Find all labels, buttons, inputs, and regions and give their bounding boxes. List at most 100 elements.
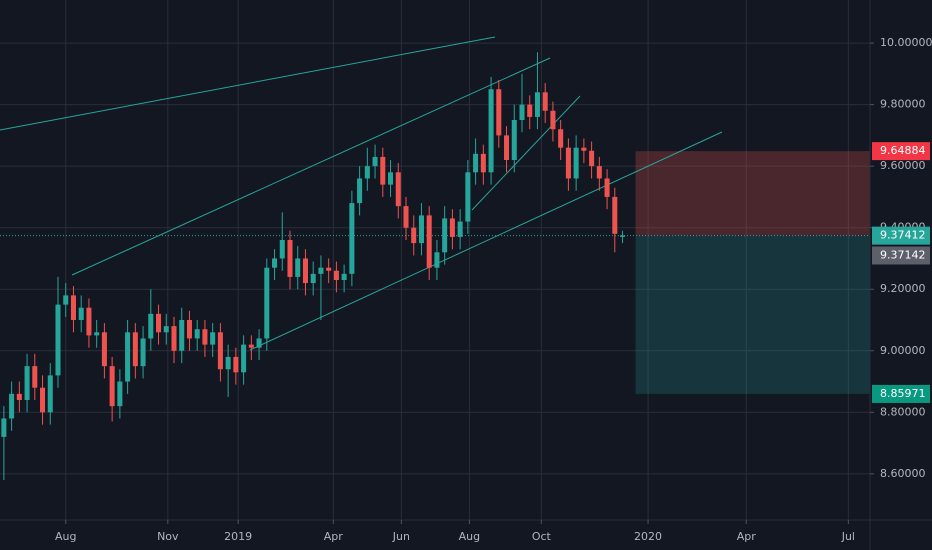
candle-body: [403, 206, 409, 228]
price-tag-label: 8.85971: [880, 387, 926, 400]
trend-line: [71, 57, 551, 276]
candle-body: [604, 178, 610, 197]
candle-body: [457, 221, 463, 237]
y-tick-label: 9.00000: [880, 344, 926, 357]
candle-body: [210, 332, 216, 345]
candle-body: [480, 153, 486, 173]
candle-body: [581, 147, 587, 151]
candle-body: [341, 273, 347, 280]
candle-body: [589, 150, 595, 167]
candle-body: [310, 273, 316, 284]
candle-body: [241, 344, 247, 373]
candle-body: [573, 147, 579, 179]
candle-body: [70, 295, 76, 320]
stop-zone: [635, 151, 870, 236]
candle-body: [248, 344, 254, 348]
candle-body: [47, 375, 53, 413]
candle-body: [620, 235, 626, 237]
candle-body: [171, 326, 177, 351]
candle-body: [473, 153, 479, 173]
price-tag: [872, 246, 930, 265]
candle-body: [302, 258, 308, 284]
x-tick-label: 2020: [634, 530, 662, 543]
candle-body: [357, 178, 363, 204]
x-tick-label: Jul: [841, 530, 855, 543]
x-tick-label: 2019: [224, 530, 252, 543]
x-tick-label: Aug: [55, 530, 76, 543]
y-tick-label: 8.60000: [880, 467, 926, 480]
candle-body: [542, 92, 548, 111]
candle-body: [287, 240, 293, 277]
candle-body: [418, 215, 424, 244]
candle-body: [295, 258, 301, 277]
candle-body: [179, 320, 185, 351]
candle-body: [326, 267, 332, 271]
candle-body: [612, 196, 618, 234]
candle-body: [117, 381, 123, 407]
price-tag: [872, 226, 930, 245]
candle-body: [426, 215, 432, 268]
candle-body: [434, 252, 440, 268]
candle-body: [9, 393, 15, 419]
y-tick-label: 9.60000: [880, 159, 926, 172]
candle-body: [496, 89, 502, 136]
candle-body: [63, 295, 69, 305]
trend-line: [471, 95, 581, 211]
candle-body: [125, 332, 131, 382]
candle-body: [132, 332, 138, 367]
trend-line: [0, 36, 496, 131]
candle-body: [550, 110, 556, 130]
target-zone: [635, 235, 870, 394]
candle-body: [504, 135, 510, 160]
candle-body: [534, 92, 540, 117]
candle-body: [333, 270, 339, 280]
candle-body: [86, 307, 92, 336]
candle-body: [527, 104, 533, 117]
candle-body: [156, 313, 162, 333]
x-tick-label: Apr: [737, 530, 757, 543]
candle-body: [256, 338, 262, 348]
candle-body: [217, 332, 223, 370]
y-tick-label: 10.00000: [880, 36, 932, 49]
candle-body: [519, 104, 525, 120]
candle-body: [94, 332, 100, 336]
candle-body: [233, 356, 239, 373]
candle-body: [148, 313, 154, 339]
candle-body: [488, 89, 494, 173]
candle-body: [279, 240, 285, 259]
price-tag-label: 9.64884: [880, 144, 926, 157]
candle-body: [40, 387, 46, 413]
trend-lines: [0, 36, 723, 351]
candle-body: [565, 147, 571, 179]
candle-body: [78, 307, 84, 320]
price-tag: [872, 384, 930, 403]
candle-body: [186, 320, 192, 339]
candle-body: [225, 356, 231, 370]
candle-body: [202, 329, 208, 345]
candle-body: [442, 218, 448, 253]
candle-body: [163, 326, 169, 333]
candle-body: [511, 120, 517, 160]
y-tick-label: 9.20000: [880, 282, 926, 295]
x-tick-label: Apr: [324, 530, 344, 543]
candle-body: [140, 338, 146, 367]
y-tick-label: 8.80000: [880, 405, 926, 418]
x-tick-label: Nov: [157, 530, 179, 543]
candle-body: [264, 267, 270, 339]
candle-body: [109, 366, 115, 407]
x-tick-label: Jun: [392, 530, 410, 543]
candle-body: [465, 172, 471, 222]
price-tag-label: 9.37142: [880, 248, 926, 261]
candle-body: [32, 366, 38, 388]
x-tick-label: Oct: [532, 530, 552, 543]
price-tag: [872, 142, 930, 161]
trend-line: [249, 131, 723, 351]
candles: [1, 52, 626, 480]
candle-body: [24, 366, 30, 400]
candle-body: [596, 166, 602, 179]
candle-body: [388, 172, 394, 185]
price-tags: 9.64884 9.37412 9.37142 8.85971: [872, 142, 930, 403]
candle-body: [16, 393, 22, 400]
